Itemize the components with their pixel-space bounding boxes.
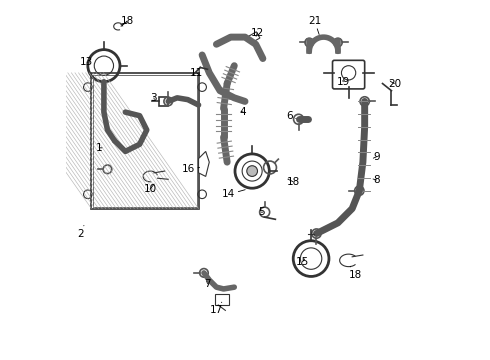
Text: 18: 18: [349, 266, 363, 280]
Text: 8: 8: [373, 175, 380, 185]
Text: 1: 1: [97, 143, 103, 153]
Polygon shape: [198, 152, 209, 176]
Text: 15: 15: [295, 257, 309, 267]
Text: 10: 10: [144, 184, 157, 194]
Text: 16: 16: [182, 164, 199, 174]
Text: 7: 7: [204, 279, 211, 289]
FancyBboxPatch shape: [333, 60, 365, 89]
Bar: [92, 73, 198, 208]
Text: 18: 18: [121, 16, 134, 26]
Bar: [248, 32, 260, 42]
Text: 14: 14: [222, 189, 245, 199]
Text: 12: 12: [251, 28, 264, 38]
Text: 2: 2: [77, 225, 84, 239]
Text: 6: 6: [286, 111, 296, 121]
Text: 20: 20: [388, 78, 401, 89]
Circle shape: [247, 166, 258, 176]
Bar: [159, 97, 168, 106]
Bar: [93, 75, 197, 207]
Text: 13: 13: [80, 57, 94, 67]
Text: 11: 11: [190, 68, 203, 78]
Text: 3: 3: [150, 93, 157, 103]
Text: 17: 17: [210, 302, 223, 315]
Text: 18: 18: [287, 177, 300, 187]
Text: 5: 5: [258, 207, 265, 217]
Text: 9: 9: [373, 152, 380, 162]
Text: 21: 21: [308, 16, 321, 35]
Text: 19: 19: [337, 77, 350, 87]
Text: 4: 4: [240, 107, 246, 117]
Bar: [215, 294, 229, 305]
